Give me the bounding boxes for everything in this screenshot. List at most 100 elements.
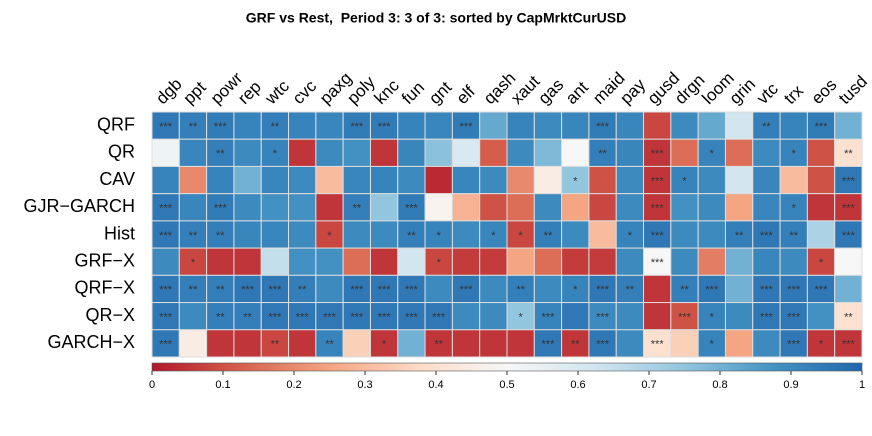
heatmap-cell [451, 220, 481, 249]
significance-label: *** [842, 230, 856, 242]
significance-label: *** [787, 284, 801, 296]
colorbar-tick-label: 0.2 [286, 379, 301, 391]
significance-label: *** [842, 339, 856, 351]
heatmap-cell [451, 138, 481, 167]
heatmap-cell [643, 165, 672, 195]
chart-title: GRF vs Rest, Period 3: 3 of 3: sorted by… [246, 10, 626, 26]
heatmap-cell [779, 329, 808, 358]
significance-label: * [519, 311, 524, 323]
heatmap-cell [342, 274, 371, 304]
colorbar-tick-label: 1 [859, 379, 865, 391]
significance-label: ** [735, 230, 744, 242]
heatmap-cell [233, 274, 262, 304]
heatmap-cell [479, 302, 508, 331]
significance-label: * [437, 230, 442, 242]
significance-label: *** [678, 311, 692, 323]
heatmap-cell [779, 138, 808, 167]
heatmap-cell [260, 220, 290, 249]
significance-label: *** [405, 311, 419, 323]
column-label: fun [398, 78, 428, 108]
heatmap-cell [233, 165, 262, 195]
heatmap-cell [533, 274, 563, 304]
heatmap-cell [506, 193, 535, 222]
significance-label: *** [378, 121, 392, 133]
column-label: gas [535, 75, 568, 108]
heatmap-cell [724, 165, 754, 195]
column-label: wtc [261, 76, 294, 109]
heatmap-cell [315, 138, 344, 167]
significance-label: *** [842, 203, 856, 215]
heatmap-cell [724, 329, 754, 358]
heatmap-cell [724, 274, 754, 304]
heatmap-cell [424, 165, 453, 195]
heatmap-cell [561, 111, 590, 140]
heatmap-cell [643, 274, 672, 304]
heatmap-cell [397, 329, 426, 358]
heatmap-cell [615, 274, 645, 304]
heatmap-cell [806, 274, 836, 304]
heatmap-cell [369, 220, 399, 249]
heatmap-cell [206, 274, 235, 304]
heatmap-cell [670, 193, 699, 222]
significance-label: *** [651, 257, 665, 269]
heatmap-cell [752, 302, 781, 331]
heatmap-cell [288, 165, 317, 195]
significance-label: *** [542, 311, 556, 323]
heatmap-cell [342, 302, 371, 331]
significance-label: *** [760, 230, 774, 242]
significance-label: * [437, 257, 442, 269]
significance-label: ** [571, 339, 580, 351]
heatmap-cell [834, 220, 863, 249]
heatmap-cell [615, 165, 645, 195]
significance-label: ** [516, 284, 525, 296]
heatmap-cell [151, 274, 180, 304]
heatmap-cell [724, 138, 754, 167]
heatmap-cell [752, 274, 781, 304]
significance-label: *** [787, 311, 801, 323]
heatmap-cell [233, 111, 262, 140]
significance-label: *** [159, 121, 173, 133]
heatmap-cell [697, 220, 726, 249]
heatmap-cell [670, 165, 699, 195]
colorbar-tick-label: 0.9 [783, 379, 798, 391]
heatmap-cell [151, 247, 180, 276]
heatmap-cell [561, 274, 590, 304]
heatmap-cell [151, 302, 180, 331]
heatmap-cell [588, 247, 617, 276]
significance-label: ** [844, 148, 853, 160]
significance-label: ** [271, 339, 280, 351]
significance-label: * [792, 203, 797, 215]
colorbar-tick-label: 0.6 [570, 379, 585, 391]
significance-label: *** [159, 311, 173, 323]
heatmap-cell [178, 165, 208, 195]
heatmap-cell [315, 274, 344, 304]
heatmap-cell [479, 165, 508, 195]
heatmap-cell [342, 220, 371, 249]
heatmap-cell [533, 220, 563, 249]
column-label: cvc [289, 76, 321, 108]
heatmap-cell [315, 329, 344, 358]
heatmap-cell [806, 302, 836, 331]
heatmap-cell [779, 193, 808, 222]
heatmap-cell [779, 165, 808, 195]
heatmap-cell [451, 247, 481, 276]
heatmap-cell [397, 138, 426, 167]
heatmap-cell [643, 138, 672, 167]
heatmap-cell [806, 138, 836, 167]
heatmap-cell [288, 111, 317, 140]
heatmap-cell [151, 220, 180, 249]
significance-label: ** [626, 284, 635, 296]
heatmap-cell [342, 138, 371, 167]
heatmap-cell [260, 329, 290, 358]
significance-label: * [792, 148, 797, 160]
heatmap-cell [697, 329, 726, 358]
heatmap-cell [260, 193, 290, 222]
heatmap-cell [506, 247, 535, 276]
heatmap-cell [397, 111, 426, 140]
heatmap-cell [397, 247, 426, 276]
heatmap-cell [588, 220, 617, 249]
heatmap-cell [724, 111, 754, 140]
heatmap-cell [342, 247, 371, 276]
heatmap-cell [397, 302, 426, 331]
heatmap-cell [806, 193, 836, 222]
